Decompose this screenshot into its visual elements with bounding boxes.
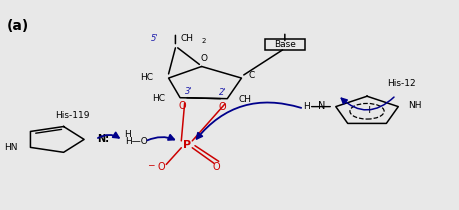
Text: 5': 5'	[151, 34, 159, 43]
Text: CH: CH	[238, 95, 251, 104]
Text: NH: NH	[409, 101, 422, 110]
Text: +: +	[364, 105, 374, 115]
Text: O: O	[213, 161, 220, 172]
Text: P: P	[183, 140, 191, 150]
Text: H: H	[303, 102, 309, 111]
Text: 2': 2'	[219, 88, 227, 97]
Text: O: O	[158, 161, 166, 172]
Text: C: C	[248, 71, 255, 80]
Text: 3': 3'	[185, 87, 192, 96]
Text: His-12: His-12	[387, 79, 415, 88]
Text: CH: CH	[180, 34, 193, 43]
Text: N: N	[319, 101, 326, 111]
Text: O: O	[219, 102, 227, 112]
Text: HN: HN	[4, 143, 17, 152]
Text: −: −	[146, 160, 154, 169]
Text: H—O: H—O	[125, 137, 148, 146]
FancyBboxPatch shape	[265, 39, 305, 50]
Text: O: O	[201, 54, 207, 63]
Text: (a): (a)	[7, 19, 29, 33]
Text: HC: HC	[151, 94, 165, 103]
Text: H: H	[124, 130, 131, 139]
Text: HC: HC	[140, 72, 153, 81]
Text: His-119: His-119	[56, 111, 90, 120]
Text: N:: N:	[97, 134, 109, 144]
Text: 2: 2	[202, 38, 206, 44]
Text: O: O	[179, 101, 186, 111]
Text: Base: Base	[274, 40, 296, 49]
